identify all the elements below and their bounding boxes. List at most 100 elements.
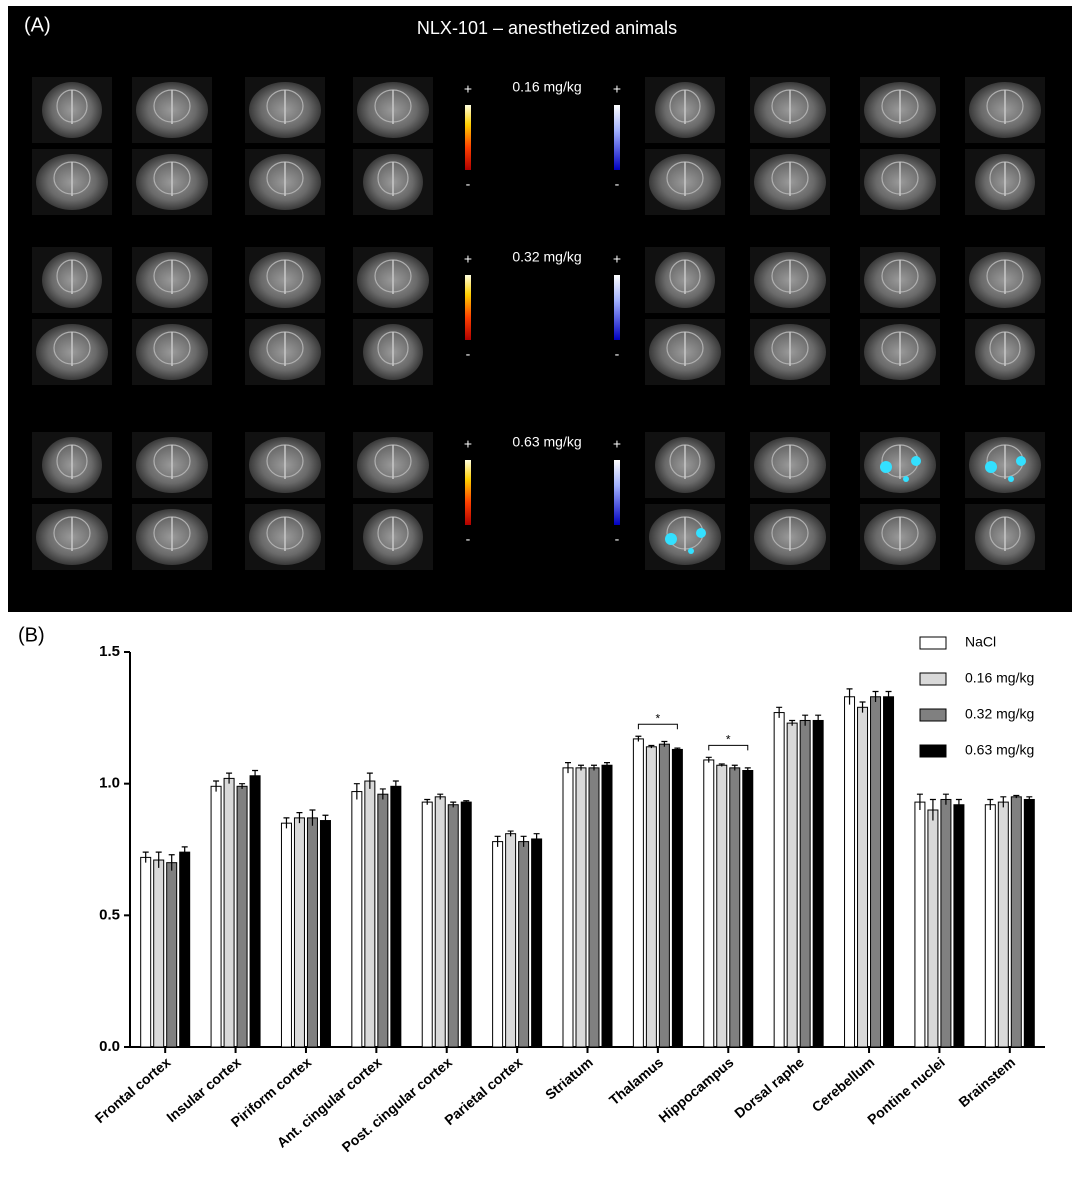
bar [237, 786, 247, 1047]
scale-minus: - [615, 531, 620, 547]
legend-swatch [920, 745, 946, 757]
significance-star: * [656, 711, 661, 725]
panel-title: NLX-101 – anesthetized animals [417, 18, 677, 38]
y-tick-label: 1.5 [99, 643, 120, 660]
bar [448, 805, 458, 1047]
legend-label: 0.16 mg/kg [965, 670, 1034, 686]
legend-label: NaCl [965, 634, 996, 650]
panel-label: (A) [24, 14, 51, 36]
bar [954, 805, 964, 1047]
bar [281, 823, 291, 1047]
activation [880, 461, 892, 473]
bar [871, 697, 881, 1047]
bar [493, 842, 503, 1047]
bar [352, 792, 362, 1047]
bar [704, 760, 714, 1047]
y-tick-label: 1.0 [99, 775, 120, 792]
bar [519, 842, 529, 1047]
bar [915, 802, 925, 1047]
dose-label: 0.16 mg/kg [512, 79, 581, 95]
bar [845, 697, 855, 1047]
bar [1011, 797, 1021, 1047]
bar [506, 834, 516, 1047]
scale-minus: - [615, 346, 620, 362]
x-tick-label: Thalamus [606, 1054, 667, 1108]
bar [730, 768, 740, 1047]
bar [224, 778, 234, 1047]
x-tick-label: Dorsal raphe [731, 1054, 807, 1121]
bar [391, 786, 401, 1047]
bar [307, 818, 317, 1047]
bar [717, 765, 727, 1047]
bar [787, 723, 797, 1047]
bar [633, 739, 643, 1047]
bar [928, 810, 938, 1047]
x-tick-label: Cerebellum [809, 1054, 878, 1115]
x-tick-label: Pontine nuclei [864, 1054, 948, 1128]
panel-label: (B) [18, 624, 45, 646]
bar [576, 768, 586, 1047]
bar [211, 786, 221, 1047]
bar [646, 747, 656, 1047]
bar [813, 720, 823, 1047]
bar [589, 768, 599, 1047]
scale-plus: + [464, 251, 472, 267]
bar [941, 799, 951, 1047]
activation [903, 476, 909, 482]
scale-minus: - [466, 531, 471, 547]
activation [696, 528, 706, 538]
x-tick-label: Frontal cortex [92, 1054, 174, 1126]
scale-minus: - [466, 176, 471, 192]
scale-plus: + [464, 81, 472, 97]
x-tick-label: Hippocampus [655, 1054, 736, 1126]
bar [602, 765, 612, 1047]
activation [1008, 476, 1014, 482]
colorbar [614, 105, 620, 170]
bar [435, 797, 445, 1047]
bar [659, 744, 669, 1047]
legend-swatch [920, 637, 946, 649]
bar [563, 768, 573, 1047]
dose-label: 0.32 mg/kg [512, 249, 581, 265]
bar [141, 857, 151, 1047]
bar [422, 802, 432, 1047]
bar [532, 839, 542, 1047]
bar [998, 802, 1008, 1047]
activation [688, 548, 694, 554]
dose-label: 0.63 mg/kg [512, 434, 581, 450]
activation [911, 456, 921, 466]
legend-swatch [920, 709, 946, 721]
y-tick-label: 0.5 [99, 906, 120, 923]
colorbar [465, 460, 471, 525]
x-tick-label: Striatum [542, 1054, 596, 1103]
legend-swatch [920, 673, 946, 685]
x-tick-label: Brainstem [955, 1054, 1018, 1110]
bar [774, 713, 784, 1047]
bar [800, 720, 810, 1047]
activation [665, 533, 677, 545]
figure: (A) NLX-101 – anesthetized animals 0.16 … [0, 0, 1075, 1197]
bar [858, 707, 868, 1047]
colorbar [614, 460, 620, 525]
scale-plus: + [613, 436, 621, 452]
bar [884, 697, 894, 1047]
scale-minus: - [466, 346, 471, 362]
bar [154, 860, 164, 1047]
activation [1016, 456, 1026, 466]
scale-plus: + [613, 81, 621, 97]
legend-label: 0.63 mg/kg [965, 742, 1034, 758]
bar [320, 821, 330, 1047]
scale-plus: + [613, 251, 621, 267]
bar [461, 802, 471, 1047]
colorbar [465, 105, 471, 170]
page: (A) NLX-101 – anesthetized animals 0.16 … [0, 0, 1075, 1202]
bar [743, 771, 753, 1048]
bar [250, 776, 260, 1047]
bar [167, 863, 177, 1047]
colorbar [614, 275, 620, 340]
bar [672, 749, 682, 1047]
bar [180, 852, 190, 1047]
y-tick-label: 0.0 [99, 1038, 120, 1055]
activation [985, 461, 997, 473]
scale-minus: - [615, 176, 620, 192]
